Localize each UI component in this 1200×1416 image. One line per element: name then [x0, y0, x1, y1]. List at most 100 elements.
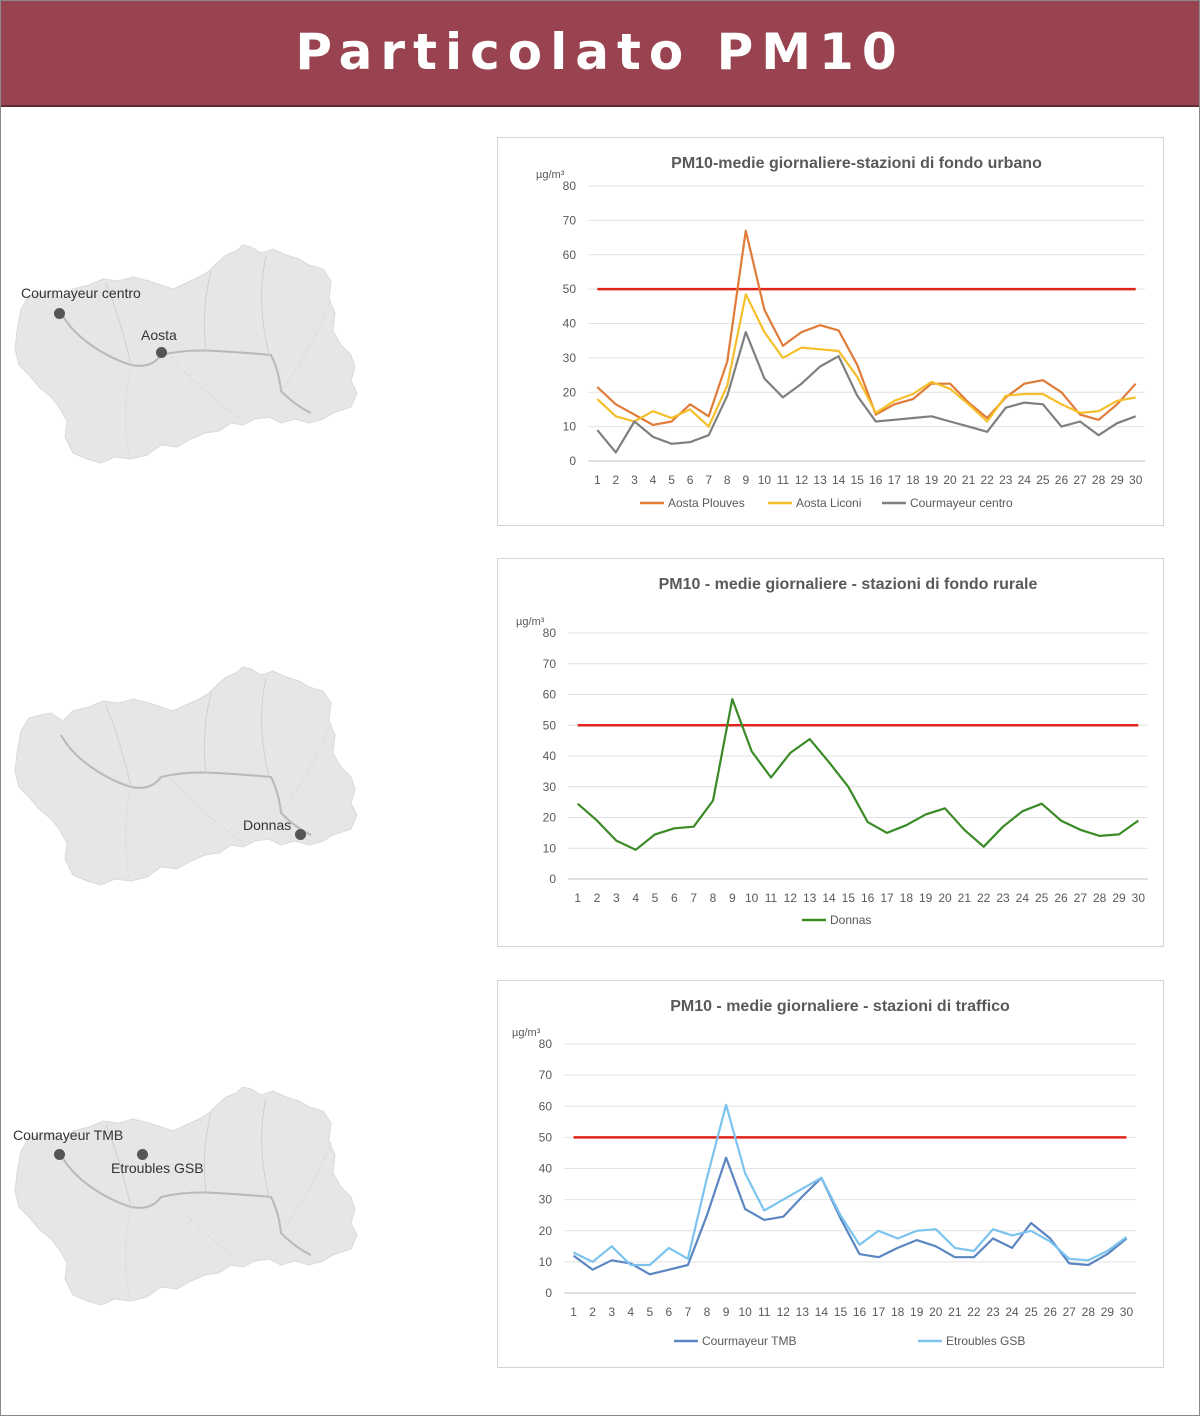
y-tick-label: 50: [543, 718, 557, 732]
x-tick-label: 12: [777, 1305, 791, 1319]
station-dot: [54, 1149, 65, 1160]
x-tick-label: 14: [815, 1305, 829, 1319]
x-tick-label: 26: [1044, 1305, 1058, 1319]
map-aosta-valley-rural: Donnas: [11, 663, 361, 893]
y-axis-unit: µg/m³: [536, 169, 565, 181]
x-tick-label: 6: [666, 1305, 673, 1319]
x-tick-label: 17: [880, 891, 894, 905]
station-dot: [156, 347, 167, 358]
x-tick-label: 20: [943, 473, 957, 487]
chart-traffic: PM10 - medie giornaliere - stazioni di t…: [497, 980, 1164, 1368]
x-tick-label: 21: [962, 473, 976, 487]
x-tick-label: 19: [925, 473, 939, 487]
y-tick-label: 70: [563, 213, 577, 227]
y-tick-label: 40: [563, 317, 577, 331]
x-tick-label: 26: [1054, 891, 1068, 905]
x-tick-label: 26: [1055, 473, 1069, 487]
x-tick-label: 19: [919, 891, 933, 905]
x-tick-label: 8: [724, 473, 731, 487]
x-tick-label: 15: [851, 473, 865, 487]
series-line: [576, 698, 1139, 851]
x-tick-label: 4: [632, 891, 639, 905]
legend-label: Courmayeur TMB: [702, 1334, 796, 1348]
x-tick-label: 13: [813, 473, 827, 487]
region-shape: [14, 244, 358, 464]
series-line: [596, 331, 1137, 454]
x-tick-label: 30: [1129, 473, 1143, 487]
y-tick-label: 60: [543, 688, 557, 702]
x-tick-label: 2: [613, 473, 620, 487]
x-tick-label: 10: [738, 1305, 752, 1319]
legend-label: Etroubles GSB: [946, 1334, 1025, 1348]
x-tick-label: 5: [668, 473, 675, 487]
x-tick-label: 4: [627, 1305, 634, 1319]
x-tick-label: 22: [981, 473, 995, 487]
x-tick-label: 12: [784, 891, 798, 905]
header-divider: [1, 105, 1199, 107]
x-tick-label: 18: [900, 891, 914, 905]
station-label: Donnas: [243, 817, 292, 833]
y-tick-label: 40: [543, 749, 557, 763]
x-tick-label: 10: [758, 473, 772, 487]
x-tick-label: 5: [646, 1305, 653, 1319]
x-tick-label: 27: [1063, 1305, 1077, 1319]
x-tick-label: 28: [1093, 891, 1107, 905]
y-tick-label: 20: [563, 385, 577, 399]
legend-label: Aosta Plouves: [668, 496, 745, 510]
x-tick-label: 1: [594, 473, 601, 487]
x-tick-label: 30: [1132, 891, 1146, 905]
x-tick-label: 16: [853, 1305, 867, 1319]
station-dot: [137, 1149, 148, 1160]
x-tick-label: 1: [570, 1305, 577, 1319]
legend-label: Aosta Liconi: [796, 496, 861, 510]
x-tick-label: 16: [861, 891, 875, 905]
y-tick-label: 30: [539, 1193, 553, 1207]
x-tick-label: 7: [690, 891, 697, 905]
x-tick-label: 16: [869, 473, 883, 487]
x-tick-label: 28: [1092, 473, 1106, 487]
x-tick-label: 19: [910, 1305, 924, 1319]
x-tick-label: 14: [832, 473, 846, 487]
x-tick-label: 10: [745, 891, 759, 905]
series-line: [596, 293, 1136, 428]
x-tick-label: 30: [1120, 1305, 1134, 1319]
y-tick-label: 50: [563, 282, 577, 296]
station-dot: [54, 308, 65, 319]
y-tick-label: 30: [543, 780, 557, 794]
chart-svg: PM10-medie giornaliere-stazioni di fondo…: [536, 155, 1145, 510]
x-tick-label: 8: [710, 891, 717, 905]
chart-urban-background: PM10-medie giornaliere-stazioni di fondo…: [497, 137, 1164, 526]
station-label: Aosta: [141, 327, 177, 343]
x-tick-label: 2: [594, 891, 601, 905]
x-tick-label: 17: [872, 1305, 886, 1319]
station-label: Courmayeur TMB: [13, 1127, 124, 1143]
x-tick-label: 9: [729, 891, 736, 905]
y-tick-label: 80: [539, 1037, 553, 1051]
y-tick-label: 20: [539, 1224, 553, 1238]
chart-title: PM10 - medie giornaliere - stazioni di f…: [659, 576, 1038, 593]
x-tick-label: 23: [986, 1305, 1000, 1319]
x-tick-label: 21: [958, 891, 972, 905]
x-tick-label: 9: [742, 473, 749, 487]
region-shape: [14, 666, 358, 886]
x-tick-label: 3: [613, 891, 620, 905]
x-tick-label: 3: [608, 1305, 615, 1319]
page-title: Particolato PM10: [295, 23, 905, 81]
x-tick-label: 9: [723, 1305, 730, 1319]
x-tick-label: 15: [834, 1305, 848, 1319]
series-line: [572, 1156, 1128, 1276]
y-tick-label: 40: [539, 1162, 553, 1176]
y-tick-label: 60: [539, 1099, 553, 1113]
chart-rural-background: PM10 - medie giornaliere - stazioni di f…: [497, 558, 1164, 947]
y-tick-label: 50: [539, 1130, 553, 1144]
chart-title: PM10-medie giornaliere-stazioni di fondo…: [671, 155, 1042, 172]
x-tick-label: 17: [888, 473, 902, 487]
header-banner: Particolato PM10: [1, 1, 1199, 105]
series-line: [573, 1103, 1128, 1267]
map-aosta-valley-urban: Courmayeur centro Aosta: [11, 241, 361, 471]
x-tick-label: 22: [977, 891, 991, 905]
x-tick-label: 24: [1016, 891, 1030, 905]
y-tick-label: 10: [543, 841, 557, 855]
y-axis-unit: µg/m³: [512, 1027, 541, 1039]
x-tick-label: 12: [795, 473, 809, 487]
